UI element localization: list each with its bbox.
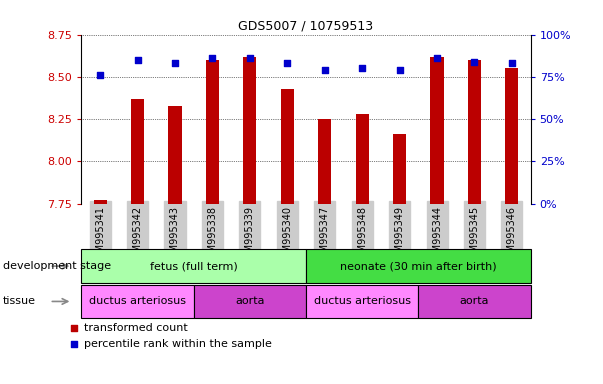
Title: GDS5007 / 10759513: GDS5007 / 10759513	[238, 19, 374, 32]
Text: development stage: development stage	[3, 261, 111, 271]
Bar	[468, 60, 481, 204]
Point	[95, 72, 105, 78]
Bar	[281, 89, 294, 204]
Bar	[93, 200, 107, 204]
Point	[207, 55, 217, 61]
Point	[395, 67, 405, 73]
Text: ductus arteriosus: ductus arteriosus	[89, 296, 186, 306]
Text: transformed count: transformed count	[84, 323, 188, 333]
Text: aorta: aorta	[459, 296, 489, 306]
Bar	[318, 119, 331, 204]
Bar	[393, 134, 406, 204]
Bar	[356, 114, 368, 204]
Bar	[306, 285, 418, 318]
Text: aorta: aorta	[235, 296, 265, 306]
Bar	[306, 249, 531, 283]
Text: fetus (full term): fetus (full term)	[150, 261, 238, 271]
Text: percentile rank within the sample: percentile rank within the sample	[84, 339, 272, 349]
Bar	[194, 285, 306, 318]
Bar	[131, 99, 144, 204]
Point	[432, 55, 442, 61]
Point	[69, 325, 79, 331]
Point	[170, 60, 180, 66]
Point	[470, 58, 479, 65]
Bar	[81, 285, 194, 318]
Point	[320, 67, 330, 73]
Point	[507, 60, 517, 66]
Bar	[505, 68, 519, 204]
Point	[282, 60, 292, 66]
Bar	[418, 285, 531, 318]
Bar	[168, 106, 182, 204]
Bar	[244, 56, 256, 204]
Point	[358, 65, 367, 71]
Text: neonate (30 min after birth): neonate (30 min after birth)	[340, 261, 497, 271]
Point	[133, 57, 142, 63]
Bar	[81, 249, 306, 283]
Bar	[431, 56, 444, 204]
Point	[245, 55, 254, 61]
Point	[69, 341, 79, 347]
Bar	[206, 60, 219, 204]
Text: ductus arteriosus: ductus arteriosus	[314, 296, 411, 306]
Text: tissue: tissue	[3, 296, 36, 306]
